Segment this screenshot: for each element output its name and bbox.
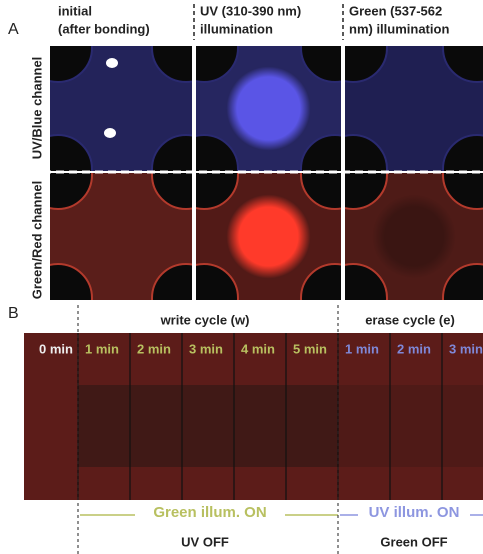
- cycle-label: write cycle (w): [160, 312, 250, 327]
- time-label: 3 min: [189, 341, 223, 356]
- bubble: [104, 128, 116, 138]
- column-header: nm) illumination: [349, 21, 449, 36]
- dark-band: [286, 385, 338, 467]
- dark-band: [442, 385, 483, 467]
- state-label: Green OFF: [380, 534, 447, 549]
- dark-band: [182, 385, 234, 467]
- dark-band: [78, 385, 130, 467]
- dark-band: [390, 385, 442, 467]
- spot: [227, 195, 311, 279]
- panel-label: A: [8, 21, 19, 38]
- panel-label: B: [8, 305, 19, 322]
- cycle-label: erase cycle (e): [365, 312, 455, 327]
- time-label: 4 min: [241, 341, 275, 356]
- row-label: UV/Blue channel: [29, 57, 44, 160]
- state-label: UV OFF: [181, 534, 229, 549]
- kymograph: 0 min 1 min 2 min 3 min 4 min 5 min 1 min 2 min…: [24, 333, 483, 500]
- illumination-label: Green illum. ON: [153, 504, 266, 521]
- column-header: UV (310-390 nm): [200, 3, 301, 18]
- bubble: [106, 58, 118, 68]
- column-header: (after bonding): [58, 21, 150, 36]
- column-header: illumination: [200, 21, 273, 36]
- spot: [372, 195, 456, 279]
- column-header: Green (537-562: [349, 3, 442, 18]
- column-header: initial: [58, 3, 92, 18]
- dark-band: [234, 385, 286, 467]
- time-label: 0 min: [39, 341, 73, 356]
- illumination-label: UV illum. ON: [369, 504, 460, 521]
- time-label: 2 min: [397, 341, 431, 356]
- time-label: 3 min: [449, 341, 483, 356]
- time-label: 2 min: [137, 341, 171, 356]
- spot: [227, 67, 311, 151]
- time-label: 1 min: [345, 341, 379, 356]
- time-label: 1 min: [85, 341, 119, 356]
- dark-band: [130, 385, 182, 467]
- time-label: 5 min: [293, 341, 327, 356]
- figure: A initial (after bonding) UV (310-390 nm…: [0, 0, 483, 554]
- row-label: Green/Red channel: [29, 181, 44, 299]
- dark-band: [338, 385, 390, 467]
